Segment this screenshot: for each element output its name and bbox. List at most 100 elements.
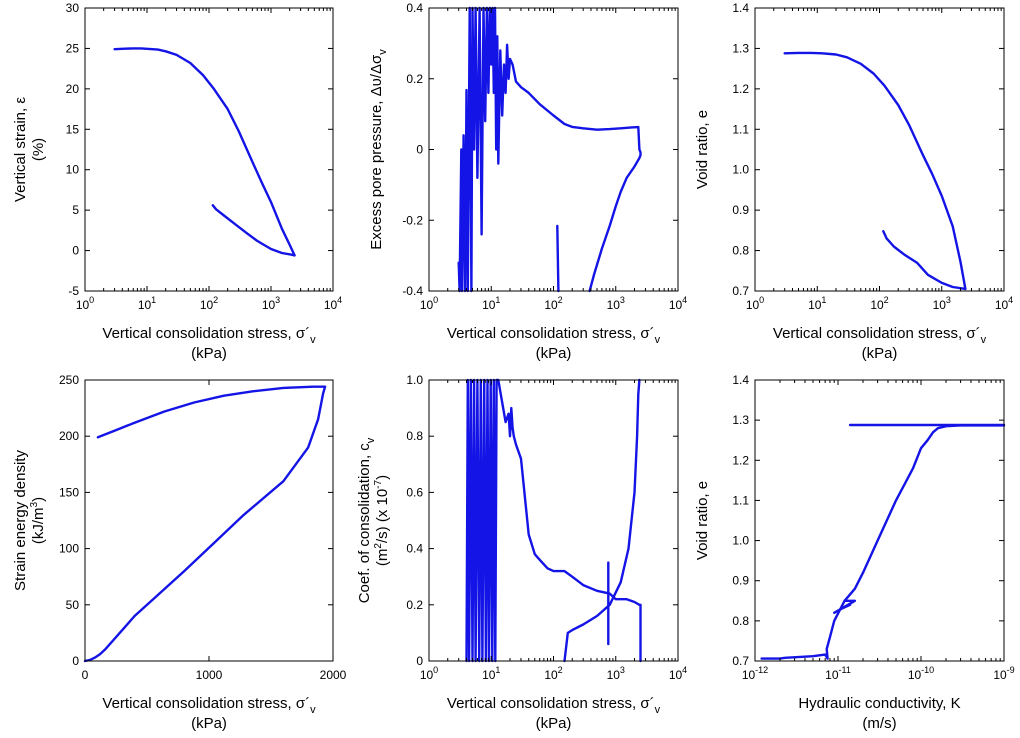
y-axis-label: Vertical strain, ε (12, 97, 29, 202)
y-tick-label: 50 (66, 598, 80, 612)
y-tick-label: 1.0 (732, 163, 749, 177)
y-axis-label: Strain energy density (12, 450, 29, 591)
series-line (760, 424, 1006, 660)
x-tick-label: 0 (82, 668, 89, 682)
y-tick-label: 0.8 (732, 244, 749, 258)
y-tick-label: 1.0 (732, 534, 749, 548)
plot-frame (754, 7, 1005, 292)
x-tick-label: 103 (607, 295, 625, 312)
x-axis-unit: (kPa) (191, 715, 227, 732)
y-tick-label: -0.2 (402, 213, 423, 227)
y-tick-label: 0 (72, 654, 79, 668)
x-tick-label: 104 (324, 295, 342, 312)
y-axis-label: Void ratio, e (694, 110, 711, 189)
y-tick-label: 1.2 (732, 453, 749, 467)
y-tick-label: 0.9 (732, 203, 749, 217)
plot-frame (84, 379, 334, 662)
y-tick-label: 0.8 (406, 429, 423, 443)
x-tick-label: 102 (870, 295, 888, 312)
x-tick-label: 10-12 (742, 665, 768, 682)
x-axis-label: Vertical consolidation stress, σ´v (773, 325, 987, 346)
x-tick-label: 103 (607, 665, 625, 682)
y-tick-label: 0.9 (732, 574, 749, 588)
x-tick-label: 103 (262, 295, 280, 312)
y-tick-label: -5 (68, 284, 79, 298)
y-tick-label: 0 (72, 244, 79, 258)
x-tick-label: 104 (669, 665, 687, 682)
x-tick-label: 101 (808, 295, 826, 312)
y-axis-unit: (kJ/m3) (29, 497, 47, 544)
y-axis-label: Void ratio, e (694, 481, 711, 560)
x-axis-label: Vertical consolidation stress, σ´v (447, 695, 661, 716)
chart-panel-2: -0.4 -0.2 0 0.2 0.4 100 101 102 103 104 Vertical c… (368, 1, 687, 362)
x-tick-label: 102 (544, 295, 562, 312)
y-tick-label: 200 (59, 429, 79, 443)
chart-panel-1: -5 0 5 10 15 20 25 30 100 101 102 103 104 Vertical co… (12, 1, 342, 362)
x-tick-label: 1000 (196, 668, 223, 682)
y-tick-label: 20 (66, 82, 80, 96)
x-tick-label: 10-11 (825, 665, 851, 682)
x-tick-label: 10-9 (993, 665, 1014, 682)
x-tick-label: 101 (138, 295, 156, 312)
series-line (556, 224, 560, 293)
x-axis-label: Vertical consolidation stress, σ´v (447, 325, 661, 346)
y-axis-label: Excess pore pressure, Δυ/Δσv (368, 49, 389, 250)
series-line (113, 47, 296, 257)
x-tick-label: 101 (482, 295, 500, 312)
y-tick-label: 1.0 (406, 373, 423, 387)
y-tick-label: 1.4 (732, 373, 749, 387)
y-tick-label: 10 (66, 163, 80, 177)
x-tick-label: 102 (544, 665, 562, 682)
y-tick-label: 1.4 (732, 1, 749, 15)
x-axis-unit: (kPa) (191, 345, 227, 362)
x-axis-unit: (kPa) (536, 345, 572, 362)
y-tick-label: 0.7 (732, 654, 749, 668)
y-tick-label: 0.2 (406, 598, 423, 612)
y-tick-label: 250 (59, 373, 79, 387)
y-tick-label: 30 (66, 1, 80, 15)
x-axis-label: Vertical consolidation stress, σ´v (102, 695, 316, 716)
plot-frame (84, 7, 334, 292)
x-tick-label: 10-10 (908, 665, 934, 682)
y-tick-label: 150 (59, 485, 79, 499)
y-axis-unit: (%) (30, 138, 47, 161)
series-line (457, 6, 642, 293)
y-tick-label: 25 (66, 41, 80, 55)
series-line (783, 51, 967, 291)
series-line (833, 599, 857, 614)
y-axis-unit: (m2/s) (x 10-7) (373, 475, 391, 566)
y-tick-label: 15 (66, 122, 80, 136)
x-tick-label: 103 (933, 295, 951, 312)
series-line (465, 378, 642, 663)
x-tick-label: 100 (420, 665, 438, 682)
y-tick-label: 1.3 (732, 413, 749, 427)
y-tick-label: 1.1 (732, 122, 749, 136)
x-tick-label: 100 (746, 295, 764, 312)
x-tick-label: 100 (76, 295, 94, 312)
y-tick-label: 5 (72, 203, 79, 217)
y-tick-label: 0 (416, 654, 423, 668)
y-tick-label: 0.4 (406, 542, 423, 556)
y-tick-label: 0.2 (406, 72, 423, 86)
y-tick-label: 0.4 (406, 1, 423, 15)
x-tick-label: 101 (482, 665, 500, 682)
x-axis-unit: (kPa) (862, 345, 898, 362)
series-line (83, 385, 327, 663)
chart-panel-3: 0.7 0.8 0.9 1.0 1.1 1.2 1.3 1.4 100 101 102 103 104 V… (694, 1, 1013, 362)
chart-panel-6: 0.7 0.8 0.9 1.0 1.1 1.2 1.3 1.4 10-12 10-11 10-10 1… (694, 373, 1015, 732)
y-tick-label: 1.2 (732, 82, 749, 96)
y-tick-label: -0.4 (402, 284, 423, 298)
y-tick-label: 1.3 (732, 41, 749, 55)
series-line (563, 378, 641, 663)
x-axis-unit: (m/s) (862, 715, 896, 732)
y-tick-label: 1.1 (732, 493, 749, 507)
y-tick-label: 0.7 (732, 284, 749, 298)
chart-panel-5: 0 0.2 0.4 0.6 0.8 1.0 100 101 102 103 104 Vertical … (356, 373, 687, 732)
y-tick-label: 0.6 (406, 485, 423, 499)
x-tick-label: 2000 (320, 668, 347, 682)
x-tick-label: 104 (995, 295, 1013, 312)
y-tick-label: 0.8 (732, 614, 749, 628)
x-tick-label: 100 (420, 295, 438, 312)
x-tick-label: 102 (200, 295, 218, 312)
